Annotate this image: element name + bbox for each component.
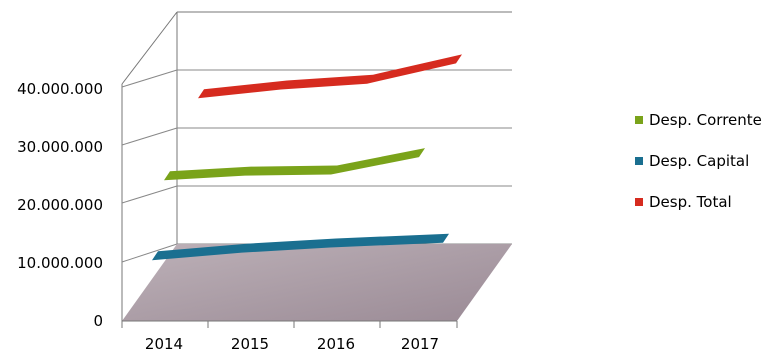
legend-label-desp-total: Desp. Total xyxy=(649,193,732,211)
left-wall-top-edge xyxy=(121,11,178,85)
y-tick-label-30m: 30.000.000 xyxy=(17,138,103,156)
y-tick-label-20m: 20.000.000 xyxy=(17,196,103,214)
x-tick-label-2015: 2015 xyxy=(231,335,269,352)
y-tick-label-40m: 40.000.000 xyxy=(17,80,103,98)
legend-swatch-desp-corrente xyxy=(635,116,643,124)
chart-legend: Desp. Corrente Desp. Capital Desp. Total xyxy=(635,110,781,233)
legend-item-desp-corrente: Desp. Corrente xyxy=(635,110,781,130)
series-ribbon-desp-capital xyxy=(152,233,449,261)
x-tick-labels: 2014 2015 2016 2017 xyxy=(145,335,439,352)
legend-swatch-desp-total xyxy=(635,198,643,206)
legend-item-desp-capital: Desp. Capital xyxy=(635,151,781,171)
y-tick-labels: 0 10.000.000 20.000.000 30.000.000 40.00… xyxy=(17,80,103,330)
legend-label-desp-corrente: Desp. Corrente xyxy=(649,111,762,129)
gridline-10m-side xyxy=(121,243,178,263)
x-tick-label-2017: 2017 xyxy=(401,335,439,352)
y-tick-label-10m: 10.000.000 xyxy=(17,254,103,272)
legend-label-desp-capital: Desp. Capital xyxy=(649,152,750,170)
x-axis-line xyxy=(121,320,458,328)
y-tick-label-0: 0 xyxy=(93,312,103,330)
series-ribbon-desp-total xyxy=(198,54,462,99)
legend-item-desp-total: Desp. Total xyxy=(635,192,781,212)
series-ribbon-desp-corrente xyxy=(164,148,425,181)
series-ribbons xyxy=(152,54,462,261)
legend-swatch-desp-capital xyxy=(635,157,643,165)
gridline-20m-side xyxy=(121,185,178,204)
floor-plane xyxy=(122,244,512,321)
x-tick-label-2016: 2016 xyxy=(317,335,355,352)
gridline-40m-side xyxy=(121,69,178,88)
x-tick-label-2014: 2014 xyxy=(145,335,183,352)
gridline-30m-side xyxy=(121,127,178,146)
